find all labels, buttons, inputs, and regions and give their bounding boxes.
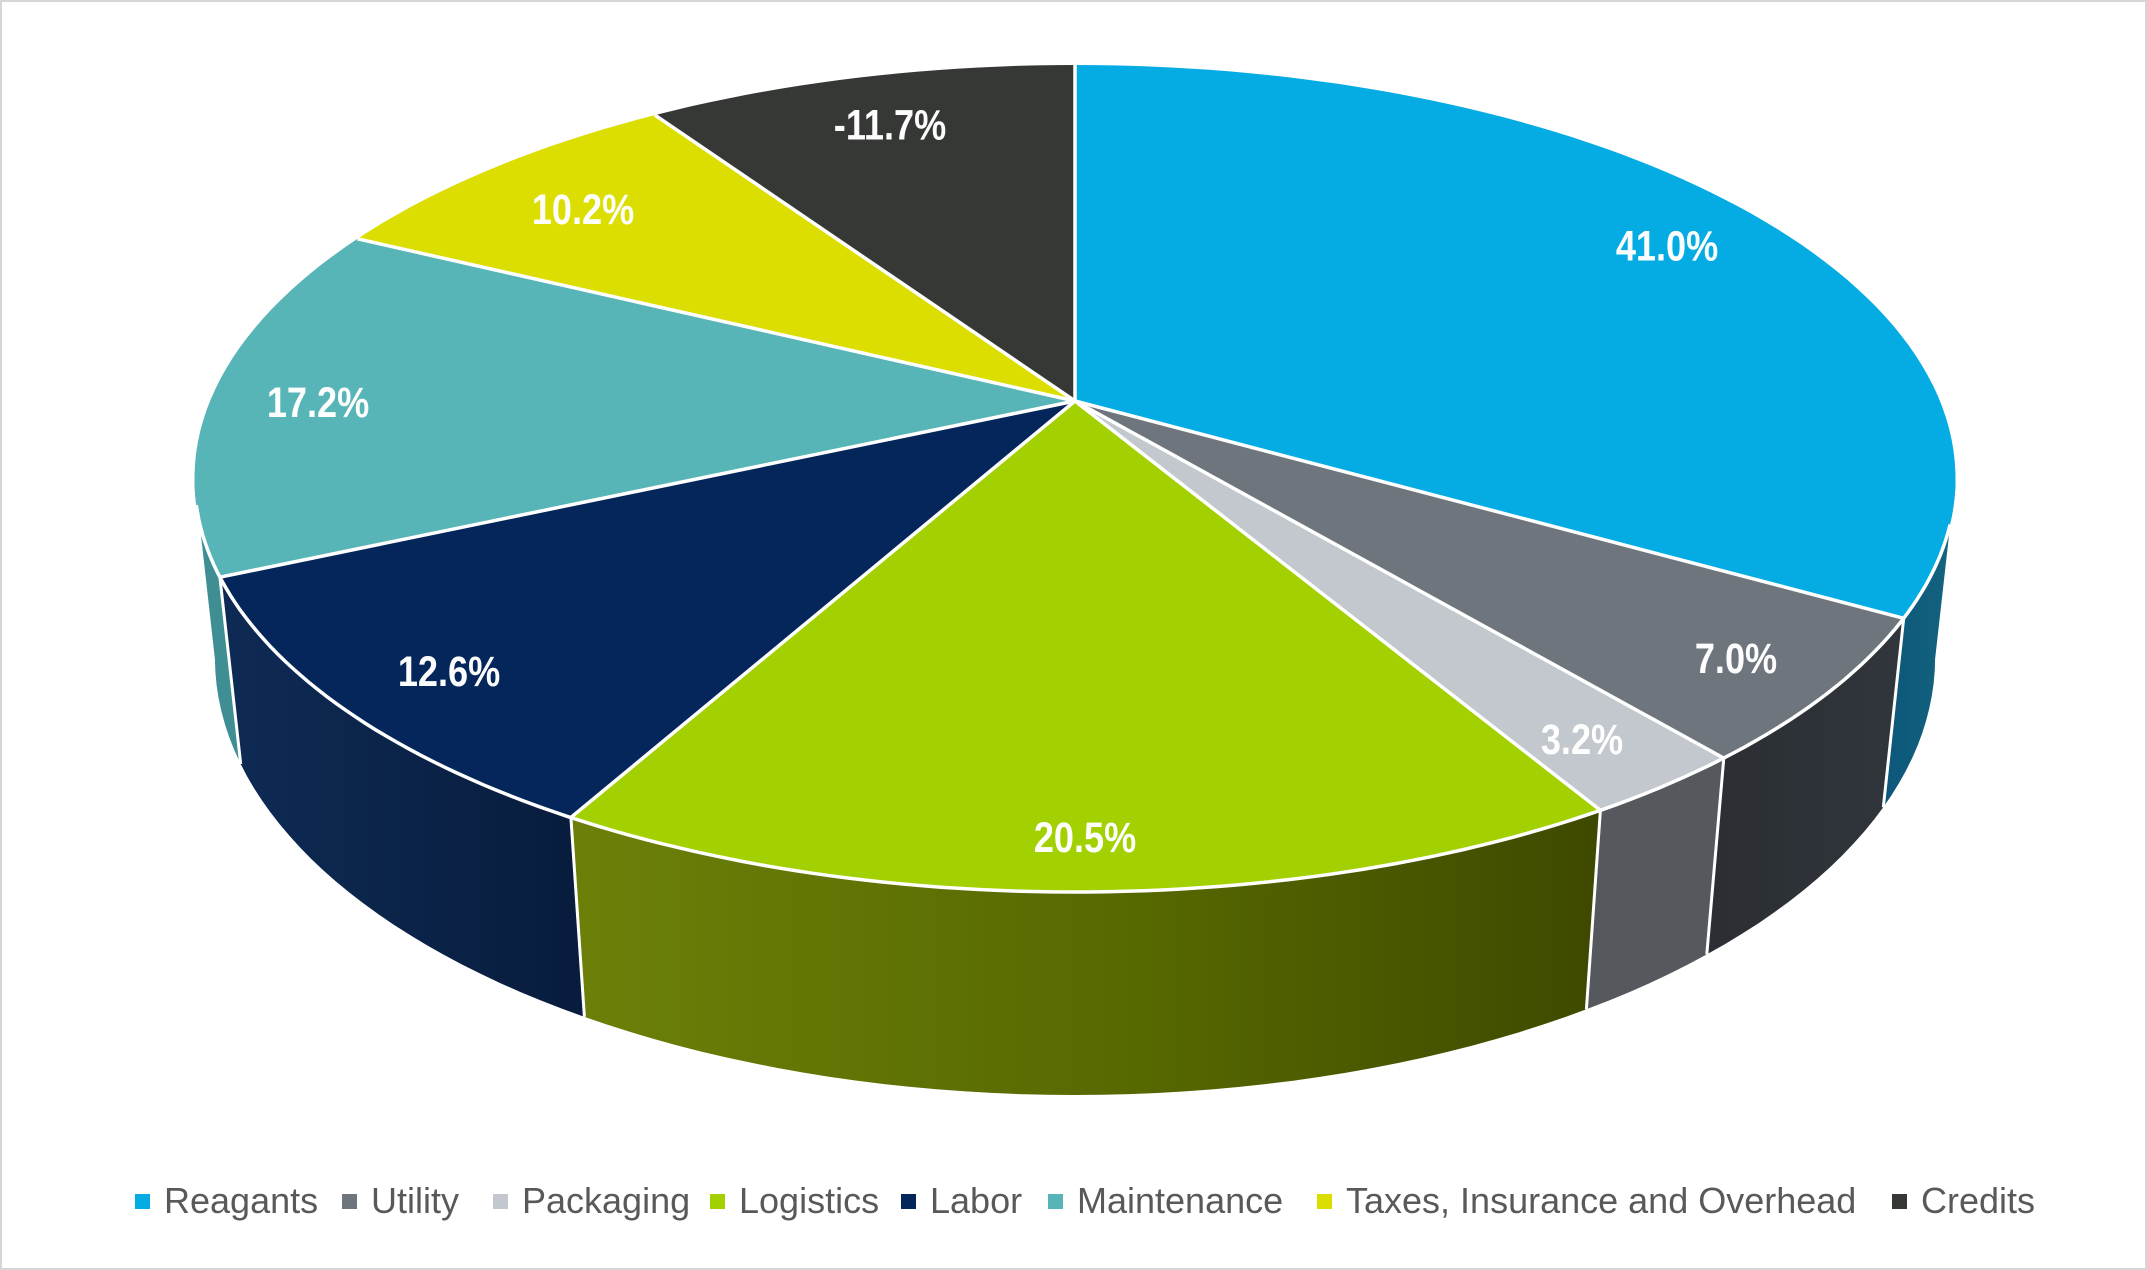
svg-text:3.2%: 3.2% [1541,716,1623,764]
svg-text:20.5%: 20.5% [1034,814,1136,862]
svg-text:7.0%: 7.0% [1695,635,1777,683]
svg-text:12.6%: 12.6% [398,648,500,696]
svg-text:41.0%: 41.0% [1616,222,1718,270]
svg-text:10.2%: 10.2% [532,186,634,234]
svg-text:17.2%: 17.2% [267,379,369,427]
svg-text:-11.7%: -11.7% [834,101,946,149]
